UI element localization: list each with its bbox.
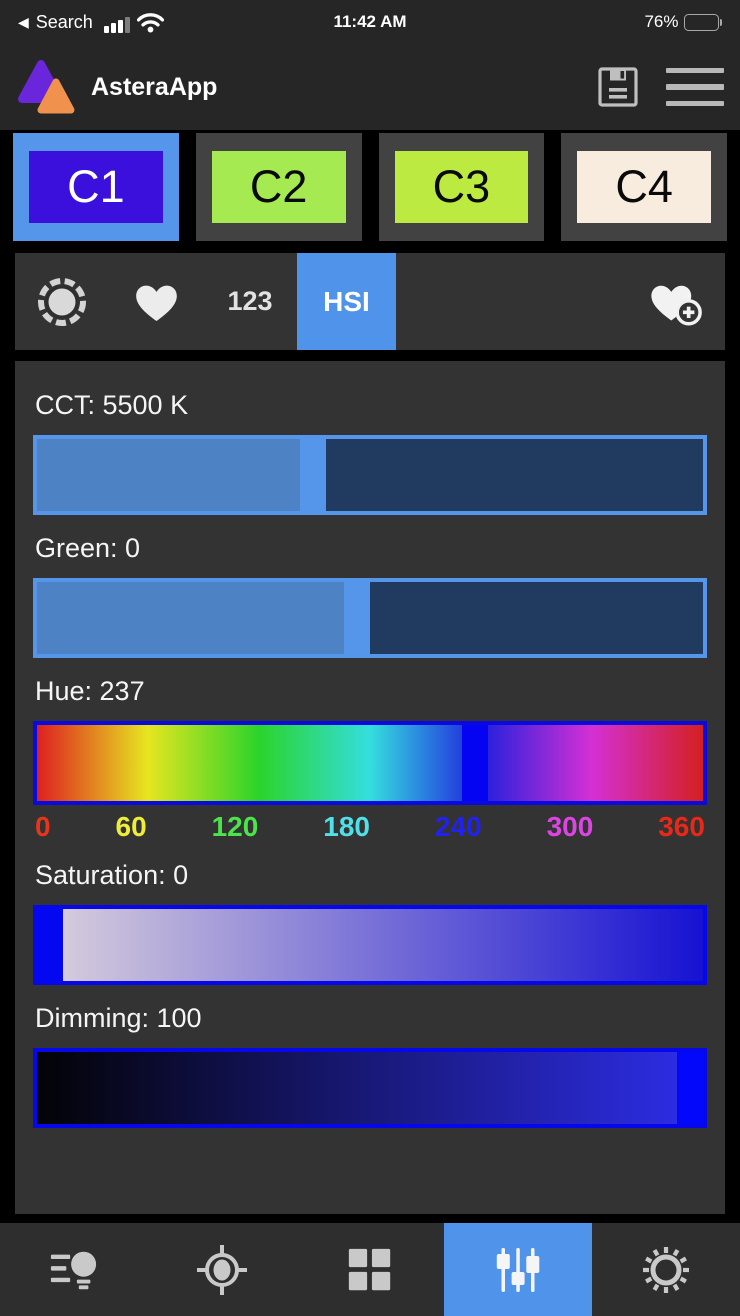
hue-tick: 300	[546, 811, 594, 842]
slider-fill	[37, 582, 357, 654]
nav-item-fixtures[interactable]	[0, 1223, 148, 1316]
hue-slider[interactable]	[33, 721, 707, 805]
light-list-icon	[49, 1245, 99, 1295]
app-header: AsteraApp	[0, 44, 740, 130]
saturation-label: Saturation: 0	[35, 860, 189, 890]
hue-tick: 360	[658, 811, 705, 842]
green-slider[interactable]	[33, 578, 707, 658]
saturation-slider-thumb[interactable]	[37, 909, 63, 981]
dimming-slider-thumb[interactable]	[677, 1052, 703, 1124]
clock-time: 11:42 AM	[333, 12, 407, 31]
green-label: Green: 0	[35, 533, 141, 563]
slider-fill	[37, 439, 314, 511]
hue-label: Hue: 237	[35, 676, 145, 706]
menu-button[interactable]	[666, 64, 724, 111]
sliders-icon	[492, 1244, 544, 1296]
save-button[interactable]	[597, 66, 639, 108]
numeric-tab[interactable]: 123	[203, 253, 297, 350]
preset-swatch: C4	[577, 151, 711, 223]
favorites-tab[interactable]	[109, 253, 203, 350]
cellular-signal-icon	[103, 16, 130, 33]
cct-slider-thumb[interactable]	[300, 439, 327, 511]
cct-label: CCT: 5500 K	[35, 390, 189, 420]
preset-row: C1 C2 C3 C4	[0, 130, 740, 251]
tab-hsi[interactable]: HSI	[297, 253, 396, 350]
hue-tick: 60	[115, 811, 147, 842]
battery-icon	[683, 13, 722, 31]
grid-icon	[345, 1245, 395, 1295]
nav-item-control[interactable]	[444, 1223, 592, 1316]
hue-tick: 120	[211, 811, 259, 842]
app-title: AsteraApp	[91, 72, 218, 101]
saturation-slider[interactable]	[33, 905, 707, 985]
hue-tick: 180	[323, 811, 370, 842]
status-bar: ◀ Search 11:42 AM 76%	[0, 0, 740, 44]
hue-tick-labels: 0 60 120 180 240 300 360	[35, 811, 705, 843]
color-wheel-tab[interactable]	[15, 253, 109, 350]
astera-logo-icon	[16, 58, 76, 116]
battery-percent: 76%	[644, 12, 679, 31]
back-label[interactable]: Search	[35, 12, 93, 32]
bottom-nav	[0, 1223, 740, 1316]
back-icon[interactable]: ◀	[18, 14, 29, 30]
wifi-icon	[136, 12, 164, 33]
hue-slider-thumb[interactable]	[462, 725, 489, 801]
floppy-disk-icon	[597, 66, 639, 108]
nav-item-groups[interactable]	[296, 1223, 444, 1316]
preset-swatch: C3	[394, 151, 529, 223]
preset-swatch: C2	[211, 151, 346, 223]
sun-icon	[640, 1244, 692, 1296]
nav-item-locate[interactable]	[148, 1223, 296, 1316]
mode-tab-bar: 123 HSI	[15, 253, 725, 350]
preset-swatch: C1	[29, 151, 163, 223]
preset-button-c4[interactable]: C4	[561, 133, 727, 241]
heart-icon	[133, 280, 180, 323]
dimming-label: Dimming: 100	[35, 1003, 202, 1033]
add-favorite-button[interactable]	[647, 278, 703, 326]
target-icon	[196, 1244, 248, 1296]
hue-tick: 0	[35, 811, 51, 842]
preset-button-c2[interactable]: C2	[195, 133, 362, 241]
dimming-slider[interactable]	[33, 1048, 707, 1128]
preset-button-c1[interactable]: C1	[13, 133, 179, 241]
hamburger-menu-icon	[666, 64, 724, 111]
hue-tick: 240	[434, 811, 482, 842]
color-wheel-icon	[37, 277, 87, 327]
green-slider-thumb[interactable]	[343, 582, 370, 654]
heart-plus-icon	[647, 278, 703, 326]
nav-item-settings[interactable]	[592, 1223, 740, 1316]
hsi-control-panel: CCT: 5500 K Green: 0 Hue: 237 0 60 120 1…	[15, 361, 725, 1214]
preset-button-c3[interactable]: C3	[378, 133, 545, 241]
cct-slider[interactable]	[33, 435, 707, 515]
